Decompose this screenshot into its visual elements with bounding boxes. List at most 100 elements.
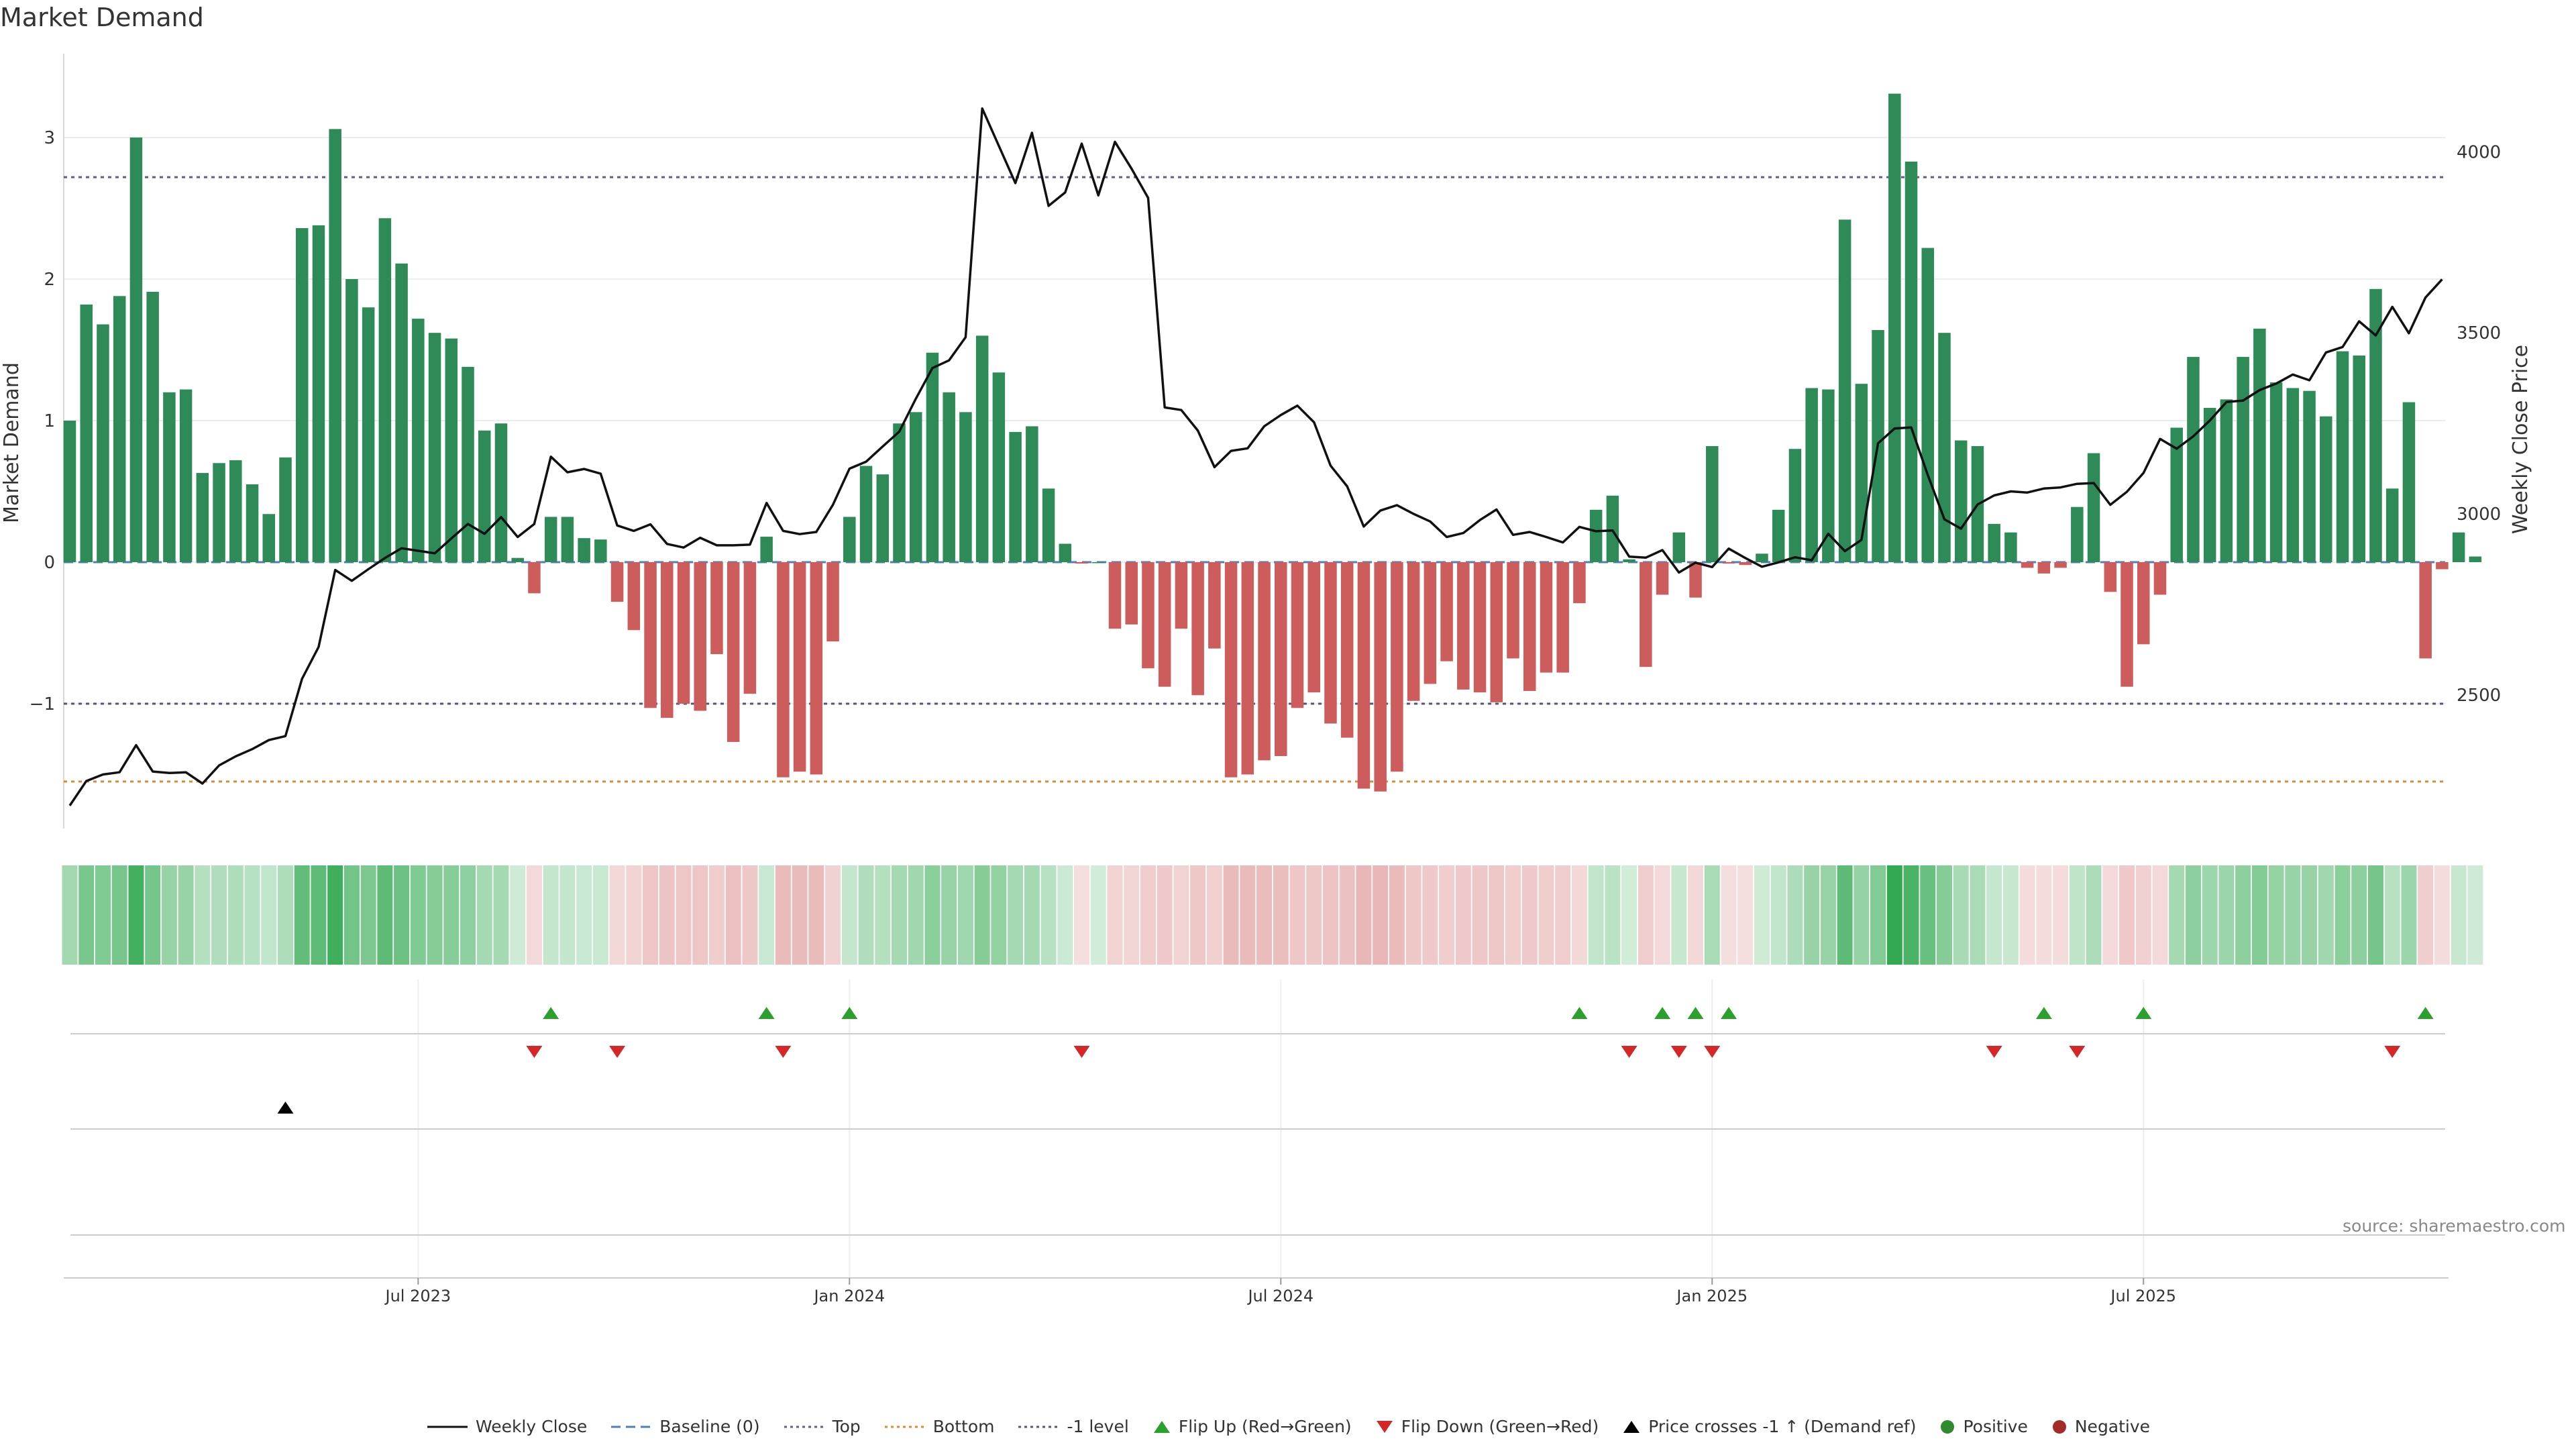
heat-cell (875, 865, 891, 965)
heat-cell (2434, 865, 2450, 965)
demand-bar (445, 338, 458, 562)
demand-bar (2037, 562, 2051, 574)
circle-icon (1941, 1419, 1955, 1434)
heat-cell (277, 865, 293, 965)
heat-cell (1654, 865, 1670, 965)
heat-cell (1240, 865, 1256, 965)
demand-bar (362, 307, 375, 562)
demand-bar (760, 537, 773, 562)
legend-item-flip-down: Flip Down (Green→Red) (1375, 1417, 1599, 1436)
heat-cell (1588, 865, 1604, 965)
demand-bar (1258, 562, 1271, 761)
heat-cell (2351, 865, 2367, 965)
heat-cell (493, 865, 509, 965)
demand-bar (378, 218, 392, 562)
demand-bar (80, 304, 93, 562)
flip-up-marker (543, 1007, 559, 1019)
demand-bar (1689, 562, 1702, 598)
demand-bar (594, 539, 607, 562)
demand-bar (1191, 562, 1204, 696)
demand-bar (2369, 288, 2382, 562)
heat-cell (1024, 865, 1040, 965)
heat-cell (841, 865, 857, 965)
demand-bar (1391, 562, 1403, 772)
demand-bar (793, 562, 806, 772)
heat-cell (62, 865, 78, 965)
demand-bar (943, 392, 955, 562)
demand-bar (1921, 248, 1935, 562)
legend: Weekly Close Baseline (0) Top Bottom -1 … (0, 1417, 2576, 1436)
demand-bar (1374, 562, 1387, 792)
heat-cell (2086, 865, 2102, 965)
demand-bar (2121, 562, 2133, 687)
demand-bar (1904, 161, 1918, 562)
demand-bar (561, 517, 574, 562)
heat-strip (62, 865, 2483, 965)
heat-cell (1489, 865, 1505, 965)
legend-item-baseline: Baseline (0) (610, 1417, 760, 1436)
y-axis-left-label: Market Demand (0, 362, 23, 523)
legend-label: Top (832, 1417, 861, 1436)
demand-bar (163, 392, 176, 562)
demand-bar (727, 562, 740, 742)
demand-bar (975, 335, 989, 562)
heat-cell (2334, 865, 2351, 965)
demand-bar (262, 514, 276, 562)
legend-label: Flip Up (Red→Green) (1178, 1417, 1352, 1436)
demand-bar (610, 562, 624, 602)
heat-cell (2418, 865, 2434, 965)
demand-bar (494, 423, 508, 562)
demand-bar (1275, 562, 1287, 757)
demand-bar (1324, 562, 1337, 724)
demand-bar (1042, 488, 1055, 562)
heat-cell (526, 865, 542, 965)
heat-cell (2135, 865, 2151, 965)
circle-icon (2052, 1419, 2066, 1434)
demand-bar (2021, 562, 2034, 568)
demand-bar (279, 457, 292, 562)
demand-bar (1739, 562, 1752, 566)
demand-bar (876, 474, 890, 562)
heat-cell (1107, 865, 1123, 965)
demand-bar (1540, 562, 1553, 673)
demand-bar (893, 423, 906, 562)
demand-bar (959, 412, 972, 562)
flip-down-marker (2384, 1046, 2401, 1058)
heat-cell (1140, 865, 1156, 965)
heat-cell (1521, 865, 1538, 965)
demand-bar (2419, 562, 2432, 659)
demand-bar (462, 366, 474, 562)
heat-cell (2268, 865, 2284, 965)
y2-tick-label: 3000 (2457, 504, 2501, 525)
demand-bar (63, 421, 76, 562)
demand-bar (710, 562, 723, 655)
legend-item-price-cross: Price crosses -1 ↑ (Demand ref) (1621, 1417, 1916, 1436)
demand-bar (1507, 562, 1519, 659)
demand-bar (312, 225, 325, 562)
flip-down-marker (2069, 1046, 2086, 1058)
flip-down-marker (609, 1046, 626, 1058)
heat-cell (2302, 865, 2318, 965)
demand-bar (1523, 562, 1536, 692)
heat-cell (2384, 865, 2400, 965)
heat-cell (659, 865, 675, 965)
demand-bar (1772, 509, 1785, 562)
legend-line-weekly-close-icon (427, 1426, 468, 1428)
heat-cell (1671, 865, 1687, 965)
heat-cell (1422, 865, 1438, 965)
demand-bar (810, 562, 823, 775)
heat-cell (244, 865, 260, 965)
y-tick-label: 2 (44, 270, 55, 290)
heat-cell (510, 865, 526, 965)
demand-bar (1440, 562, 1453, 661)
heat-cell (2002, 865, 2019, 965)
heat-cell (858, 865, 874, 965)
legend-item-weekly-close: Weekly Close (426, 1417, 587, 1436)
heat-cell (476, 865, 492, 965)
demand-bar (859, 466, 873, 562)
demand-bar (1059, 543, 1072, 562)
demand-bar (113, 296, 126, 562)
demand-bar (1407, 562, 1420, 701)
heat-cell (95, 865, 111, 965)
heat-cell (775, 865, 791, 965)
